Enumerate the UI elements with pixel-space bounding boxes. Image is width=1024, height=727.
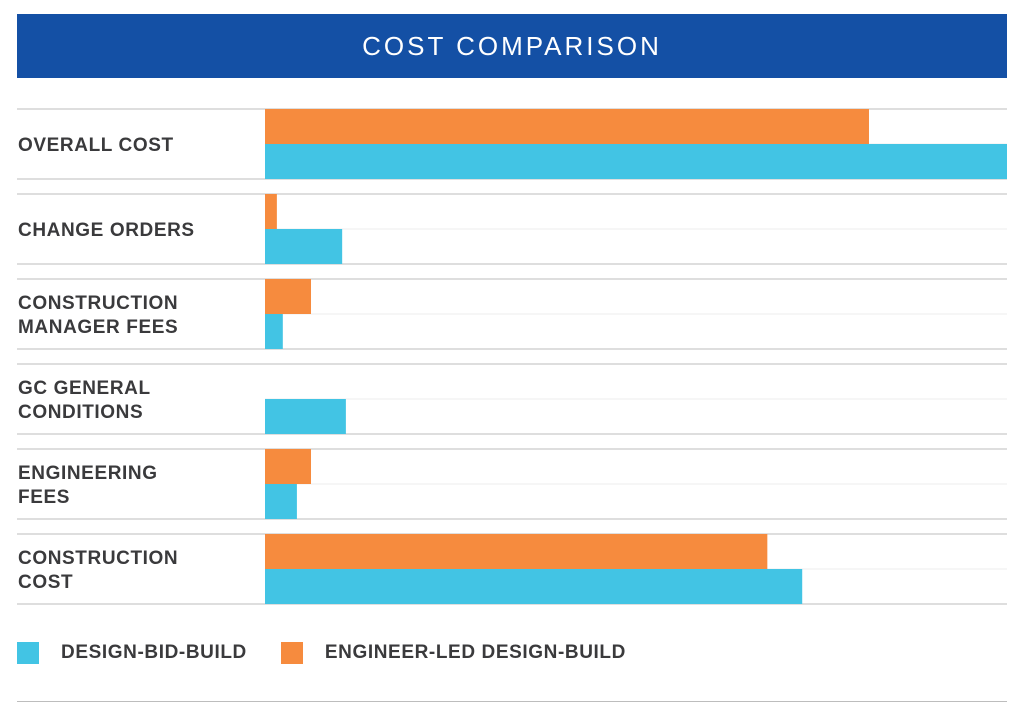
- bar-construction-manager-fees-design-bid-build: [265, 314, 283, 349]
- legend-item-design-bid-build: DESIGN-BID-BUILD: [17, 642, 247, 664]
- legend-item-engineer-led: ENGINEER-LED DESIGN-BUILD: [280, 642, 626, 664]
- category-label-engineering-fees-line2: FEES: [18, 487, 70, 508]
- bar-change-orders-engineer-led: [265, 194, 277, 229]
- bottom-divider: [17, 701, 1007, 702]
- bar-construction-cost-design-bid-build: [265, 569, 803, 604]
- bar-gc-general-conditions-design-bid-build: [265, 399, 346, 434]
- legend-swatch-design-bid-build: [17, 642, 39, 664]
- bar-overall-cost-engineer-led: [265, 109, 869, 144]
- legend-label-design-bid-build: DESIGN-BID-BUILD: [61, 642, 247, 663]
- bar-overall-cost-design-bid-build: [265, 144, 1007, 179]
- legend: DESIGN-BID-BUILD ENGINEER-LED DESIGN-BUI…: [17, 642, 660, 664]
- category-label-gc-general-conditions-line1: GC GENERAL: [18, 378, 151, 399]
- category-label-construction-cost-line1: CONSTRUCTION: [18, 548, 178, 569]
- category-label-engineering-fees-line1: ENGINEERING: [18, 463, 158, 484]
- category-label-change-orders: CHANGE ORDERS: [18, 220, 195, 241]
- category-label-construction-manager-fees-line2: MANAGER FEES: [18, 317, 178, 338]
- category-label-construction-cost-line2: COST: [18, 572, 73, 593]
- category-label-overall-cost: OVERALL COST: [18, 135, 174, 156]
- bar-engineering-fees-design-bid-build: [265, 484, 297, 519]
- legend-swatch-engineer-led: [280, 642, 303, 664]
- legend-label-engineer-led: ENGINEER-LED DESIGN-BUILD: [324, 642, 626, 663]
- bar-engineering-fees-engineer-led: [265, 449, 312, 484]
- chart-title: COST COMPARISON: [362, 30, 662, 61]
- category-label-construction-manager-fees-line1: CONSTRUCTION: [18, 293, 178, 314]
- bar-construction-cost-engineer-led: [265, 534, 768, 569]
- bar-change-orders-design-bid-build: [265, 229, 343, 264]
- bar-construction-manager-fees-engineer-led: [265, 279, 312, 314]
- chart-title-bar: COST COMPARISON: [17, 14, 1007, 78]
- category-label-gc-general-conditions-line2: CONDITIONS: [18, 402, 143, 423]
